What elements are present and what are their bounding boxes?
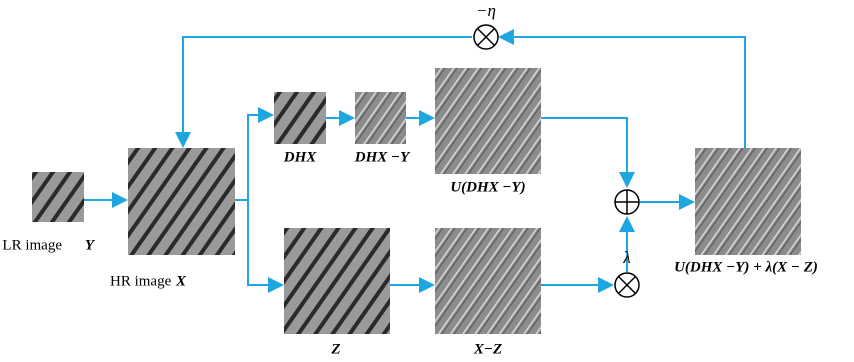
arrow [248,200,282,285]
arrow [183,37,472,146]
arrow [235,115,272,200]
lambda-label: λ [622,248,630,267]
multiply-eta [474,25,498,49]
node-symbol: Z [330,341,340,357]
xz-image [435,228,541,334]
node-symbol: U(DHX −Y) [450,179,525,195]
multiply-lambda [615,273,639,297]
arrow [541,118,627,186]
z-image [284,228,390,334]
hr-image [128,148,235,255]
node-symbol: X−Z [473,341,502,357]
diagram: −η λ LR image Y HR image X DHX DHX −Y U(… [0,0,854,362]
node-symbol: Y [85,237,96,253]
lr-image [32,172,84,222]
node-label: LR image [2,237,62,253]
node-symbol: DHX [283,149,318,165]
dhxy-image [355,92,406,144]
node-symbol: X [175,273,187,289]
node-symbol: U(DHX −Y) + λ(X − Z) [674,259,818,275]
u-image [435,68,541,174]
dhx-image [274,92,326,144]
node-label: HR image [110,273,172,289]
out-image [695,148,801,255]
eta-label: −η [476,1,496,20]
sum [615,190,639,214]
node-symbol: DHX −Y [354,149,411,165]
